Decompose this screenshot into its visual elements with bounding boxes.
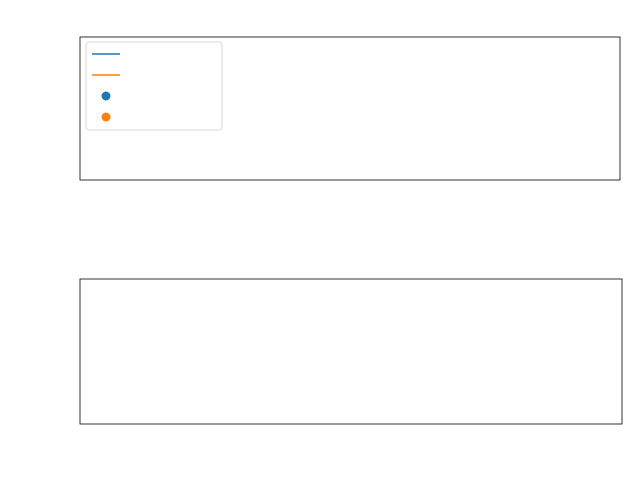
legend-box (85, 41, 223, 131)
legend-swatch-buy (101, 112, 111, 122)
legend (85, 41, 223, 131)
plot-frame (79, 278, 623, 425)
open-close-chart (79, 36, 621, 181)
legend-swatch-sell (101, 91, 111, 101)
plot-frame (79, 36, 621, 181)
splines-chart (79, 278, 623, 425)
